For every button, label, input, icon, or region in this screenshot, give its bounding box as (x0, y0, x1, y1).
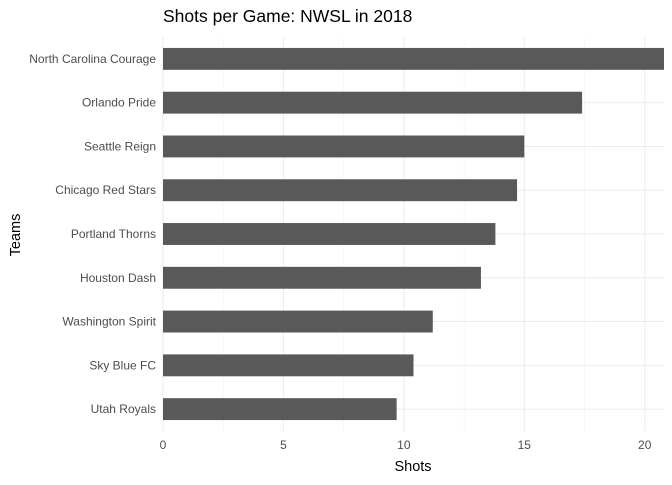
bar (163, 135, 525, 158)
y-tick-label: Seattle Reign (84, 139, 156, 153)
y-axis-title: Teams (8, 214, 24, 257)
y-tick-label: Chicago Red Stars (55, 183, 156, 197)
x-tick-label: 15 (518, 438, 532, 452)
x-axis-ticks: 0 5 10 15 20 (160, 438, 652, 452)
chart-title: Shots per Game: NWSL in 2018 (163, 6, 412, 26)
y-axis-labels: North Carolina Courage Orlando Pride Seatt… (29, 52, 156, 416)
y-tick-label: Orlando Pride (82, 96, 156, 110)
bar (163, 398, 397, 421)
y-tick-label: Sky Blue FC (89, 358, 156, 372)
bar (163, 179, 518, 202)
y-tick-label: Utah Royals (91, 402, 156, 416)
x-tick-label: 0 (160, 438, 167, 452)
bars (163, 47, 664, 421)
y-tick-label: North Carolina Courage (29, 52, 156, 66)
x-tick-label: 20 (638, 438, 652, 452)
bar (163, 354, 414, 377)
bar (163, 310, 433, 333)
y-tick-label: Houston Dash (80, 271, 156, 285)
plot-panel (162, 37, 664, 431)
x-axis-title: Shots (394, 459, 431, 475)
x-tick-label: 10 (397, 438, 411, 452)
bar (163, 223, 496, 245)
y-tick-label: Portland Thorns (71, 227, 156, 241)
x-tick-label: 5 (280, 438, 287, 452)
bar (163, 47, 664, 70)
bar (163, 266, 481, 289)
bar (163, 91, 583, 114)
y-tick-label: Washington Spirit (62, 315, 156, 329)
